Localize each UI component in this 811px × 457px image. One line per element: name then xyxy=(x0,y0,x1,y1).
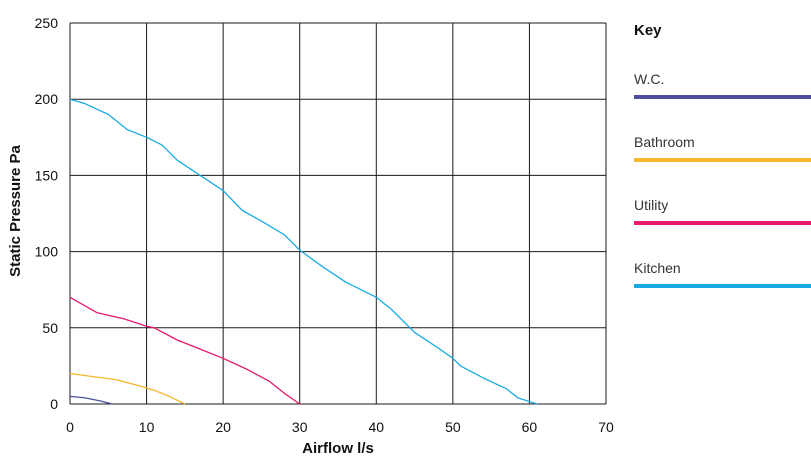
y-tick-label-2: 100 xyxy=(35,244,59,260)
series-line-kitchen xyxy=(69,98,538,405)
y-axis-ticks: 0 50 100 150 200 250 xyxy=(35,15,59,412)
x-tick-label-2: 20 xyxy=(215,419,231,435)
legend-swatch-w-c xyxy=(634,95,811,99)
x-tick-label-1: 10 xyxy=(139,419,155,435)
x-tick-label-0: 0 xyxy=(66,419,74,435)
series-line-w-c xyxy=(69,395,113,405)
y-axis-title: Static Pressure Pa xyxy=(7,144,24,276)
legend-swatch-kitchen xyxy=(634,284,811,288)
series-layer xyxy=(69,98,538,405)
x-axis-ticks: 0 10 20 30 40 50 60 70 xyxy=(66,419,614,435)
x-tick-label-7: 70 xyxy=(598,419,614,435)
legend-swatch-bathroom xyxy=(634,158,811,162)
y-tick-label-1: 50 xyxy=(42,320,58,336)
legend: Key W.C. Bathroom Utility Kitchen xyxy=(634,22,811,288)
legend-swatch-utility xyxy=(634,221,811,225)
x-tick-label-4: 40 xyxy=(368,419,384,435)
series-line-utility xyxy=(69,296,301,405)
x-tick-label-5: 50 xyxy=(445,419,461,435)
y-tick-label-0: 0 xyxy=(50,396,58,412)
x-axis-title: Airflow l/s xyxy=(302,440,374,457)
series-line-bathroom xyxy=(69,372,186,405)
x-tick-label-6: 60 xyxy=(522,419,538,435)
legend-label-w-c: W.C. xyxy=(634,71,664,87)
grid xyxy=(69,22,607,405)
y-tick-label-5: 250 xyxy=(35,15,59,31)
legend-title: Key xyxy=(634,22,662,39)
y-tick-label-4: 200 xyxy=(35,91,59,107)
legend-label-kitchen: Kitchen xyxy=(634,260,681,276)
legend-label-bathroom: Bathroom xyxy=(634,134,695,150)
legend-label-utility: Utility xyxy=(634,197,668,213)
y-tick-label-3: 150 xyxy=(35,167,59,183)
x-tick-label-3: 30 xyxy=(292,419,308,435)
